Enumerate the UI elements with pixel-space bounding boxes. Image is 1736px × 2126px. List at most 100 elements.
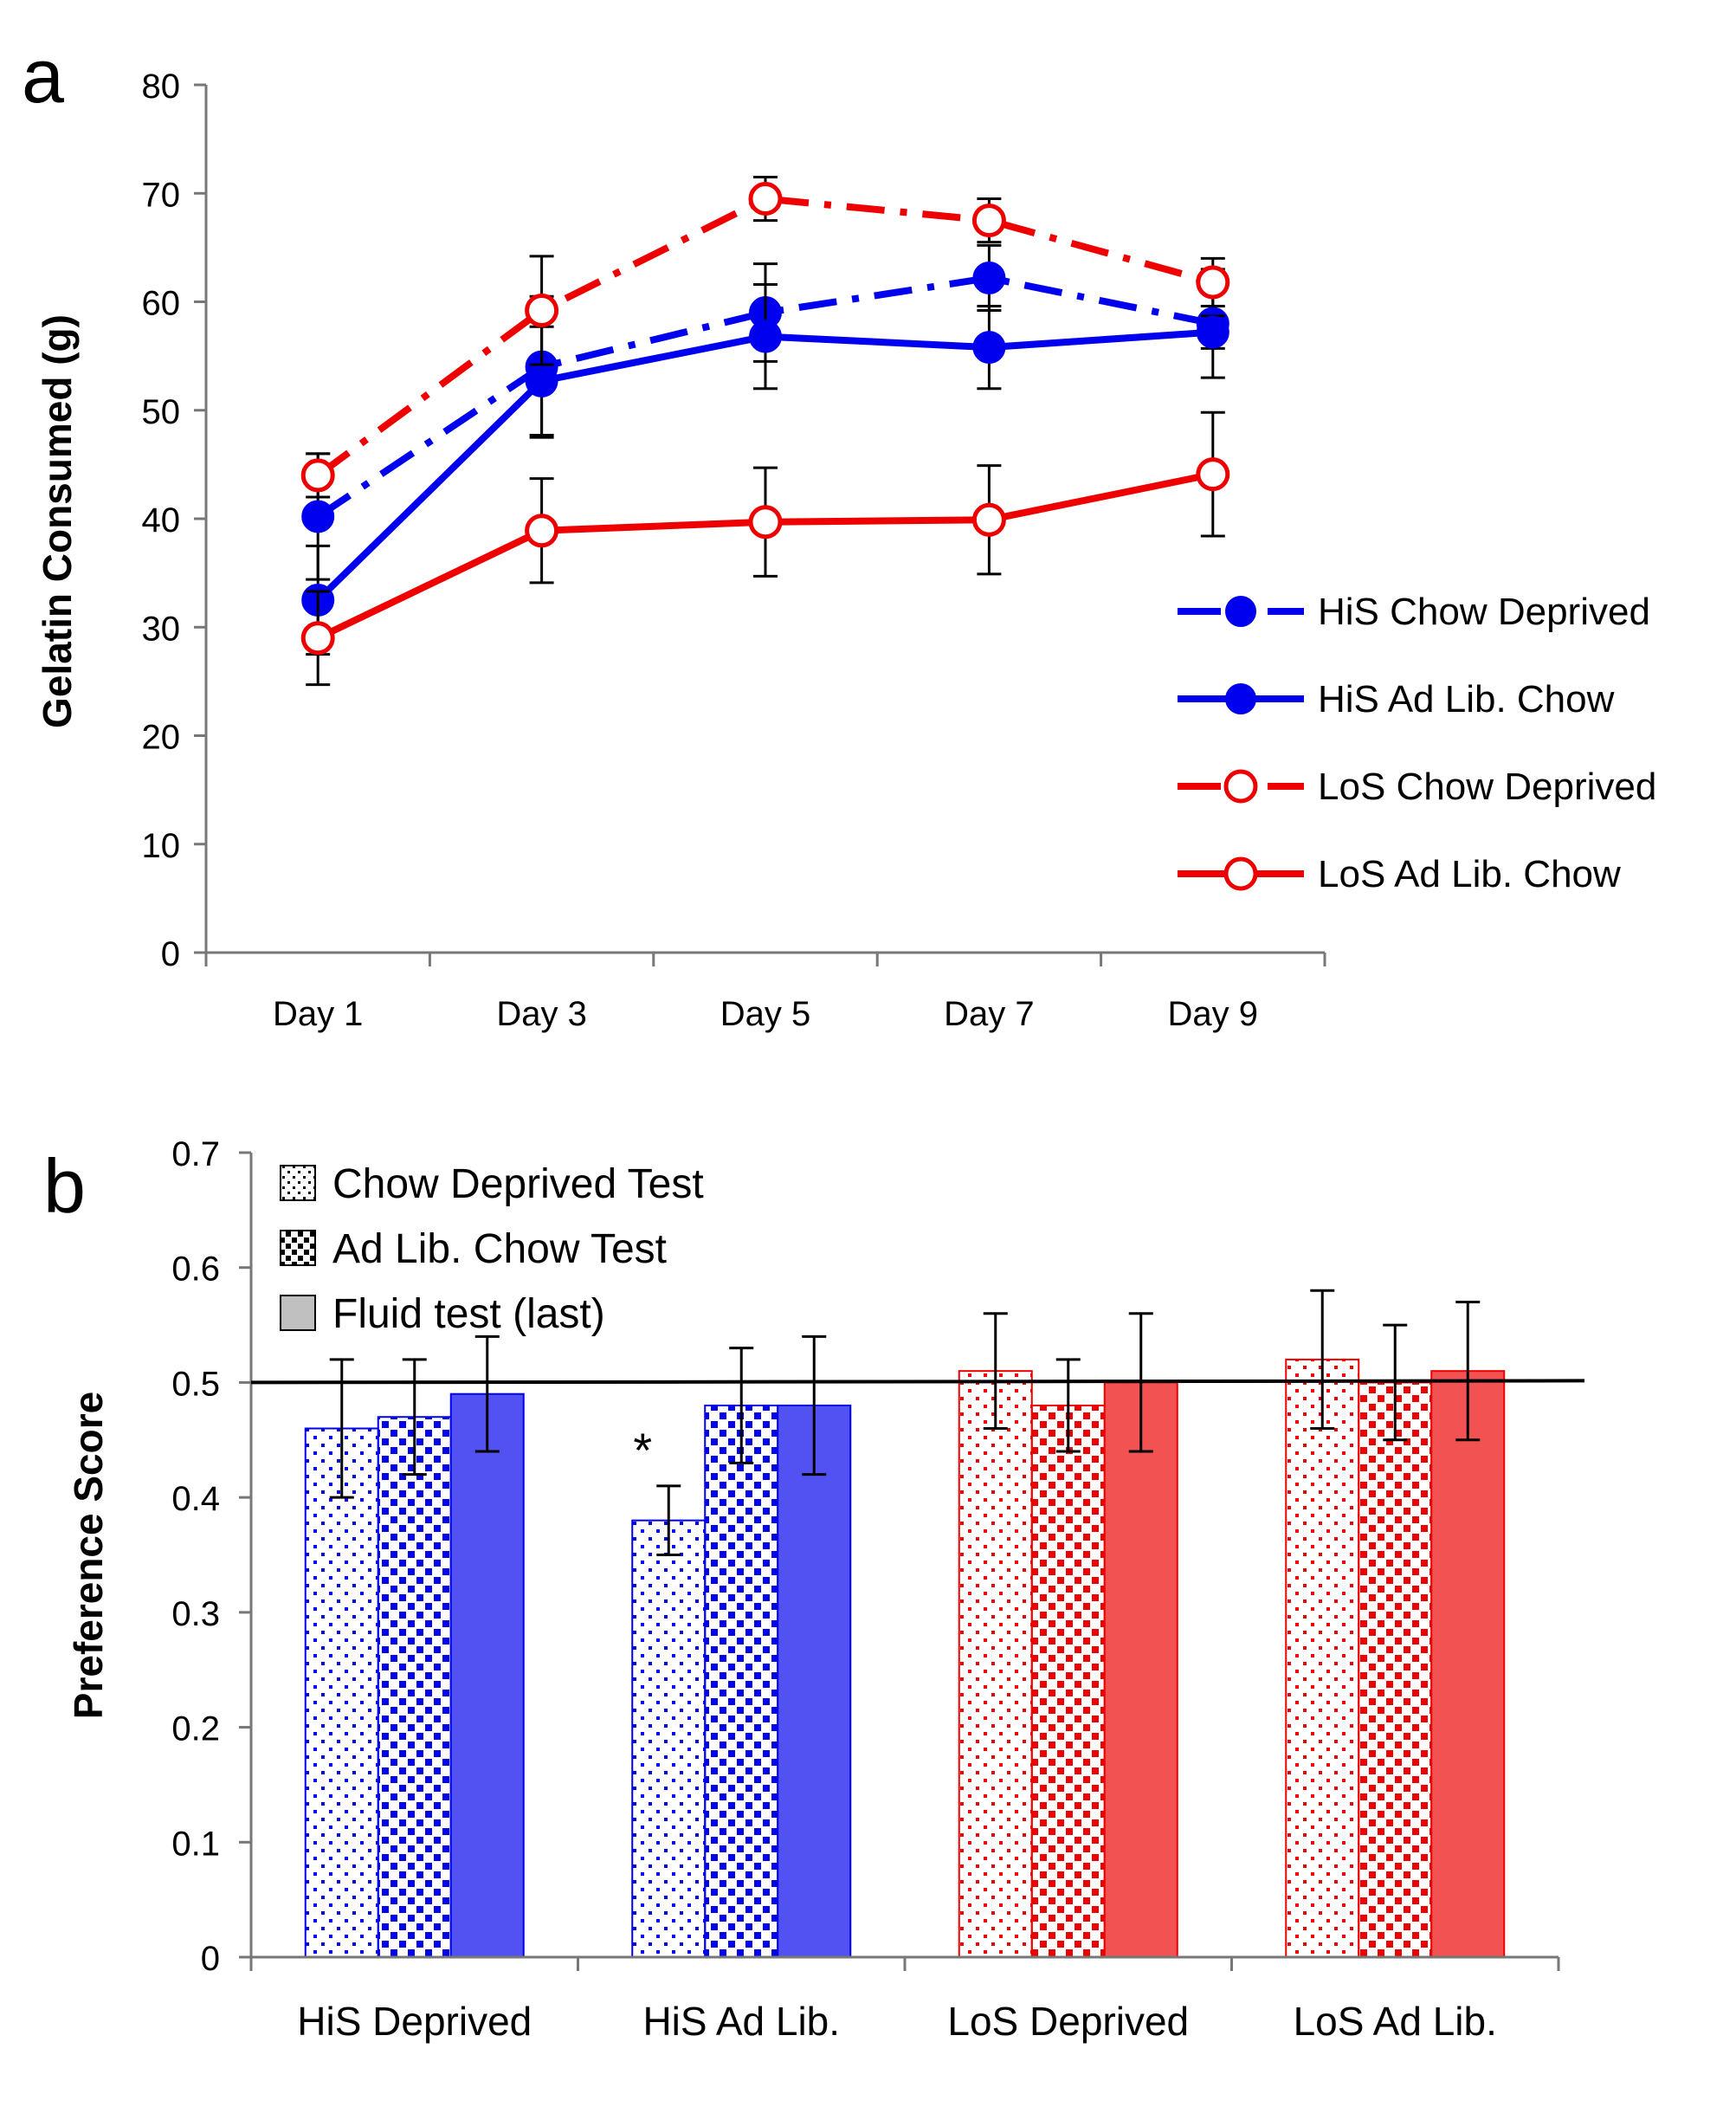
panel-a-y-tick-label: 40	[142, 501, 181, 540]
series-line	[315, 195, 1214, 479]
panel-b-y-tick-label: 0	[201, 1940, 220, 1978]
legend-item: HiS Chow Deprived	[1178, 591, 1650, 633]
panel-b-y-tick-label: 0.2	[171, 1710, 220, 1748]
panel-b-legend: Chow Deprived Test Ad Lib. Chow Test Fluid…	[280, 1161, 704, 1337]
panel-a-y-tick-label: 80	[142, 68, 181, 106]
bar	[1285, 1358, 1360, 1958]
data-point	[972, 331, 1006, 365]
panel-a-y-tick-label: 0	[161, 935, 180, 973]
bar	[631, 1519, 707, 1958]
legend-label: Fluid test (last)	[332, 1291, 605, 1337]
bar-group-item	[377, 1358, 452, 1958]
bar	[1430, 1370, 1506, 1958]
data-point	[525, 514, 559, 548]
bar-group-item	[631, 1484, 707, 1958]
bar	[304, 1427, 379, 1958]
legend-swatch	[280, 1295, 316, 1331]
legend-swatch	[280, 1165, 316, 1201]
panel-a-x-tick-label: Day 3	[496, 995, 587, 1033]
panel-b-y-tick-label: 0.5	[171, 1365, 220, 1403]
panel-b-label: b	[43, 1143, 86, 1229]
panel-a-x-tick-label: Day 1	[273, 995, 364, 1033]
bar-group-item	[449, 1334, 525, 1958]
panel-b-x-tick-label: HiS Deprived	[297, 1999, 532, 2044]
panel-a-y-tick-label: 50	[142, 393, 181, 431]
panel-a-y-tick-label: 20	[142, 719, 181, 757]
data-point	[748, 182, 783, 216]
panel-b-y-tick-label: 0.3	[171, 1595, 220, 1633]
legend-marker	[1225, 683, 1256, 714]
legend-item: HiS Ad Lib. Chow	[1178, 678, 1615, 721]
legend-label: Ad Lib. Chow Test	[332, 1226, 667, 1272]
data-point	[971, 204, 1006, 238]
bar-group-item	[777, 1334, 852, 1958]
panel-a-legend: HiS Chow Deprived HiS Ad Lib. Chow LoS Cho…	[1178, 591, 1656, 895]
legend-item: LoS Ad Lib. Chow	[1178, 853, 1621, 895]
data-point	[1196, 265, 1230, 300]
bar-group-item	[304, 1358, 379, 1958]
panel-a-y-tick-label: 30	[142, 610, 181, 648]
data-point	[749, 320, 782, 353]
bar	[1030, 1404, 1106, 1958]
series-los-chow-deprived	[300, 175, 1230, 499]
data-point	[525, 294, 559, 328]
data-point	[301, 500, 335, 533]
data-point	[1196, 457, 1230, 492]
significance-marker: *	[633, 1423, 652, 1477]
data-point	[748, 505, 783, 540]
legend-label: HiS Chow Deprived	[1318, 591, 1650, 633]
panel-b-y-tick-label: 0.6	[171, 1250, 220, 1289]
bar	[958, 1370, 1033, 1958]
legend-item: Fluid test (last)	[280, 1291, 605, 1337]
panel-b-y-tick-label: 0.1	[171, 1825, 220, 1863]
data-point	[300, 621, 335, 656]
series-los-ad-lib-chow	[300, 410, 1230, 687]
data-point	[1196, 315, 1229, 349]
legend-label: LoS Chow Deprived	[1318, 766, 1656, 808]
bar	[1358, 1381, 1433, 1958]
panel-b-x-tick-label: LoS Deprived	[947, 1999, 1189, 2044]
bar-group-item	[704, 1347, 779, 1958]
panel-a-x-tick-label: Day 9	[1168, 995, 1259, 1033]
legend-marker	[1223, 856, 1258, 891]
panel-a-x-tick-label: Day 7	[944, 995, 1035, 1033]
bar-group-item	[1358, 1323, 1433, 1958]
bar	[704, 1404, 779, 1958]
legend-marker	[1225, 596, 1256, 627]
bar	[777, 1404, 852, 1958]
legend-item: LoS Chow Deprived	[1178, 766, 1656, 808]
panel-b-x-tick-label: LoS Ad Lib.	[1294, 1999, 1497, 2044]
panel-a-y-tick-label: 10	[142, 827, 181, 865]
legend-label: HiS Ad Lib. Chow	[1318, 678, 1615, 721]
panel-b-y-axis-label: Preference Score	[66, 1392, 111, 1719]
data-point	[971, 502, 1006, 537]
panel-a-y-tick-label: 60	[142, 285, 181, 323]
data-point	[525, 364, 558, 397]
panel-b-x-tick-label: HiS Ad Lib.	[642, 1999, 840, 2044]
series-line	[315, 274, 1214, 520]
data-point	[972, 261, 1006, 294]
bar	[1103, 1381, 1178, 1958]
panel-a-y-tick-label: 70	[142, 176, 181, 214]
panel-b-y-tick-label: 0.4	[171, 1480, 220, 1518]
panel-a-x-tick-label: Day 5	[720, 995, 811, 1033]
panel-a-y-axis-label: Gelatin Consumed (g)	[35, 314, 80, 728]
reference-line	[250, 1379, 1585, 1385]
data-point	[300, 458, 335, 493]
panel-a-label: a	[22, 33, 64, 119]
legend-marker	[1223, 769, 1258, 804]
bar-chart-panel-b: 0 0.1 0.2 0.3 0.4 0.5 0.6 0.7 HiS Deprived HiS A…	[66, 1135, 1585, 2044]
bar-group-item	[1430, 1301, 1506, 1958]
bar-group-item	[1285, 1289, 1360, 1958]
bar	[449, 1393, 525, 1958]
bar	[377, 1416, 452, 1958]
bar-group-item	[1030, 1358, 1106, 1958]
legend-swatch	[280, 1230, 316, 1266]
legend-label: LoS Ad Lib. Chow	[1318, 853, 1621, 895]
legend-item: Chow Deprived Test	[280, 1161, 704, 1207]
bar-group-item	[958, 1312, 1033, 1958]
line-chart-panel-a: 0 10 20 30 40 50 60 70 80 Day 1 Day 3 Day 5 Day 7 Da…	[35, 68, 1656, 1033]
legend-item: Ad Lib. Chow Test	[280, 1226, 667, 1272]
panel-b-y-tick-label: 0.7	[171, 1135, 220, 1173]
